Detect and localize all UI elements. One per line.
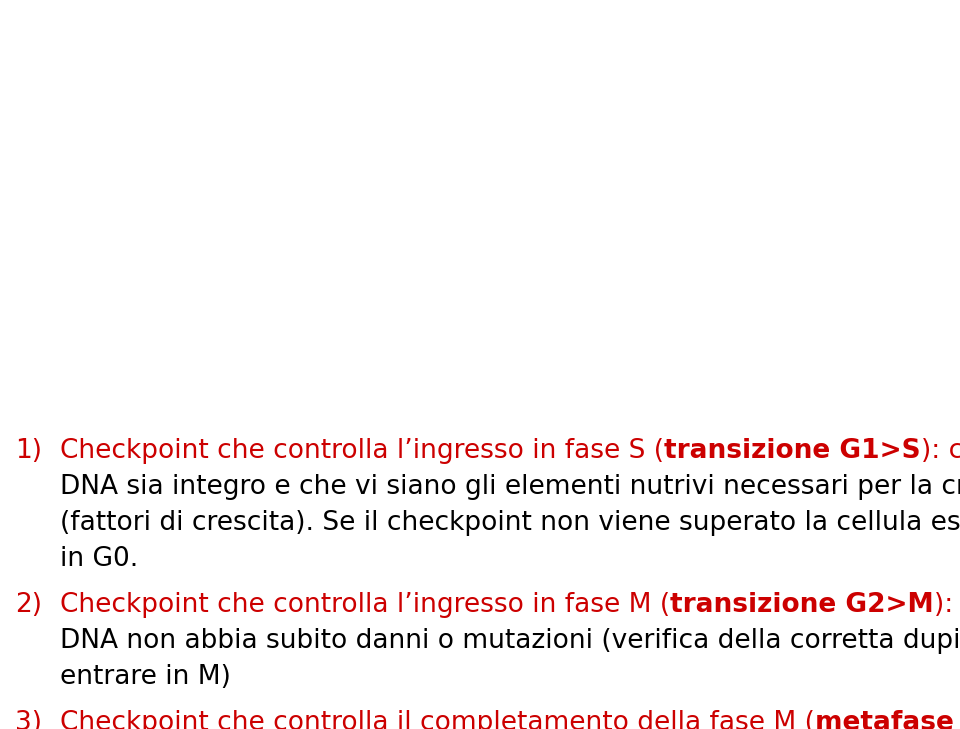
- Text: Checkpoint che controlla l’ingresso in fase S (: Checkpoint che controlla l’ingresso in f…: [60, 438, 664, 464]
- Text: 3): 3): [15, 710, 42, 729]
- Text: transizione G2>M: transizione G2>M: [670, 592, 934, 618]
- Text: entrare in M): entrare in M): [60, 664, 230, 690]
- Text: Checkpoint che controlla il completamento della fase M (: Checkpoint che controlla il completament…: [60, 710, 815, 729]
- Text: metafase > citodieresi: metafase > citodieresi: [815, 710, 960, 729]
- Text: ): controlla che il: ): controlla che il: [921, 438, 960, 464]
- Text: DNA non abbia subito danni o mutazioni (verifica della corretta dupicazione prim: DNA non abbia subito danni o mutazioni (…: [60, 628, 960, 654]
- Text: transizione G1>S: transizione G1>S: [664, 438, 921, 464]
- Text: (fattori di crescita). Se il checkpoint non viene superato la cellula esce dal c: (fattori di crescita). Se il checkpoint …: [60, 510, 960, 536]
- Text: ): controlla che il: ): controlla che il: [934, 592, 960, 618]
- Text: 1): 1): [15, 438, 42, 464]
- Text: in G0.: in G0.: [60, 546, 138, 572]
- Text: 2): 2): [15, 592, 42, 618]
- Text: Checkpoint che controlla l’ingresso in fase M (: Checkpoint che controlla l’ingresso in f…: [60, 592, 670, 618]
- Text: DNA sia integro e che vi siano gli elementi nutrivi necessari per la crescita ce: DNA sia integro e che vi siano gli eleme…: [60, 474, 960, 500]
